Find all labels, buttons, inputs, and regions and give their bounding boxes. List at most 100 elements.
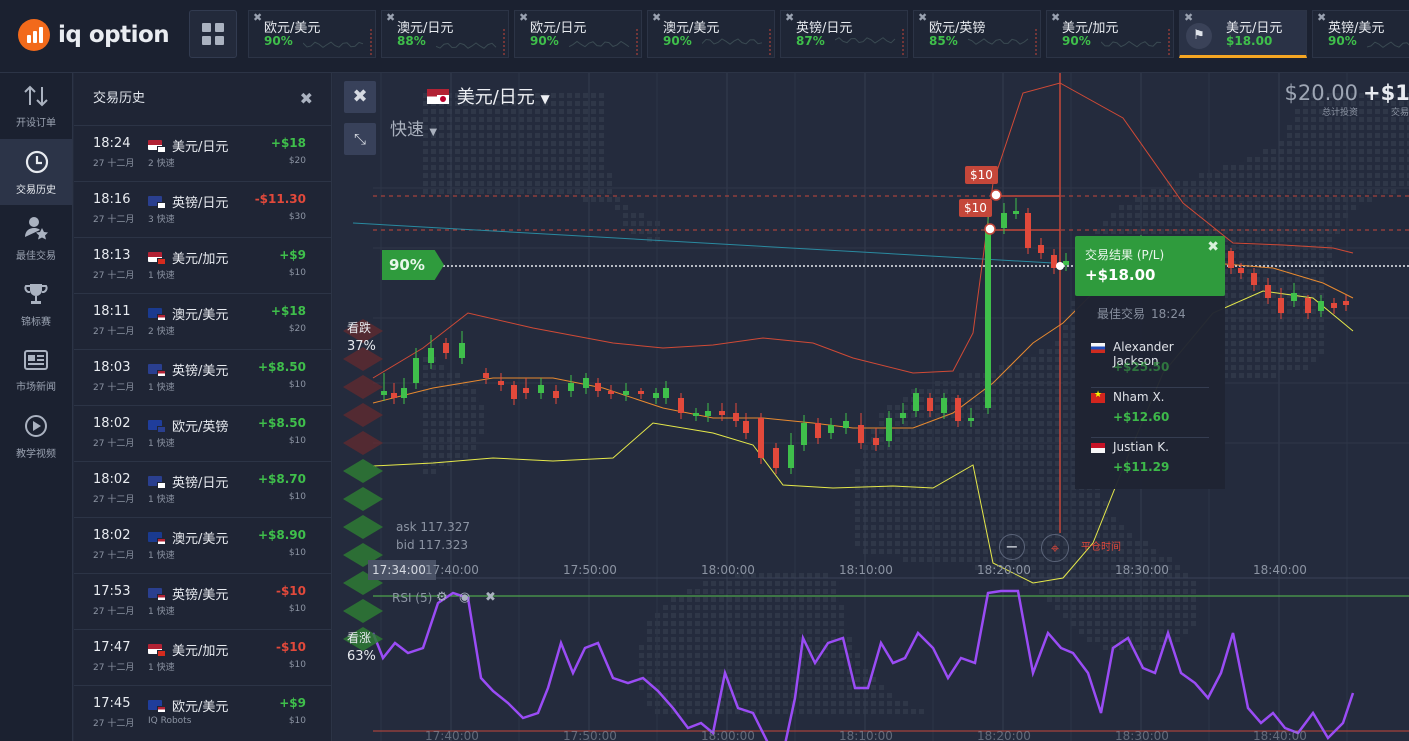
trader-name: Alexander Jackson xyxy=(1113,340,1174,368)
eye-icon[interactable]: ◉ xyxy=(459,590,471,605)
candle xyxy=(843,421,849,428)
close-icon[interactable]: ✖ xyxy=(785,11,795,24)
candle xyxy=(623,391,629,395)
nav-label: 锦标赛 xyxy=(21,316,51,328)
all-assets-grid-button[interactable] xyxy=(189,10,237,58)
asset-tab[interactable]: ✖ 欧元/日元 90% xyxy=(514,10,642,58)
asset-tab[interactable]: ✖ 欧元/美元 90% xyxy=(248,10,376,58)
close-icon[interactable]: ✖ xyxy=(918,11,928,24)
chevron-down-icon: ▼ xyxy=(540,92,550,106)
candle xyxy=(459,343,465,358)
trader-item[interactable]: Alexander Jackson +$25.50 xyxy=(1091,338,1209,388)
gear-icon[interactable]: ⚙ xyxy=(436,590,448,605)
candle xyxy=(733,413,739,421)
tab-asset-name: 欧元/日元 xyxy=(530,21,587,36)
asset-tab[interactable]: ✖ 澳元/日元 88% xyxy=(381,10,509,58)
asset-tab[interactable]: ✖ 英镑/日元 87% xyxy=(780,10,908,58)
close-icon[interactable]: ✖ xyxy=(485,590,496,605)
history-row[interactable]: 17:45 27 十二月 欧元/美元 IQ Robots +$9 $10 xyxy=(74,685,331,741)
zoom-out-button[interactable]: − xyxy=(999,534,1025,560)
candle xyxy=(1051,255,1057,268)
sparkline xyxy=(303,29,372,57)
trade-tag[interactable]: $10 xyxy=(959,199,992,217)
trade-amount: $10 xyxy=(288,548,306,558)
history-row[interactable]: 18:02 27 十二月 英镑/日元 1 快速 +$8.70 $10 xyxy=(74,461,331,517)
trade-asset: 美元/加元 xyxy=(172,252,229,267)
collapse-chart-button[interactable]: ⤡ xyxy=(344,123,376,155)
candle xyxy=(1305,298,1311,313)
up-label: 看涨 xyxy=(347,631,372,645)
candle xyxy=(653,393,659,398)
history-row[interactable]: 18:13 27 十二月 美元/加元 1 快速 +$9 $10 xyxy=(74,237,331,293)
asset-tab[interactable]: ✖ 欧元/英镑 85% xyxy=(913,10,1041,58)
asset-tab[interactable]: ✖ 澳元/美元 90% xyxy=(647,10,775,58)
price-chart[interactable] xyxy=(333,73,1409,741)
nav-label: 市场新闻 xyxy=(16,381,56,393)
candle xyxy=(1343,301,1349,305)
nav-best-trades[interactable]: 最佳交易 xyxy=(0,205,72,271)
chart-area[interactable]: ✖ ⤡ 美元/日元 ▼ 快速 ▼ $20.00 总计投资 +$1 交易 90% … xyxy=(333,73,1409,741)
candle xyxy=(1265,285,1271,298)
nav-tutorial-videos[interactable]: 教学视频 xyxy=(0,403,72,469)
asset-tab[interactable]: ✖ 美元/加元 90% xyxy=(1046,10,1174,58)
sentiment-marker xyxy=(343,515,383,539)
flag-icon xyxy=(427,89,449,104)
tab-asset-name: 欧元/英镑 xyxy=(929,21,986,36)
nav-market-news[interactable]: 市场新闻 xyxy=(0,337,72,403)
candle xyxy=(678,398,684,413)
close-icon[interactable]: ✖ xyxy=(519,11,529,24)
trade-amount: $10 xyxy=(288,492,306,502)
history-row[interactable]: 18:02 27 十二月 欧元/英镑 1 快速 +$8.50 $10 xyxy=(74,405,331,461)
close-icon[interactable]: ✖ xyxy=(1051,11,1061,24)
crosshair-button[interactable]: ⌖ xyxy=(1041,534,1069,562)
history-row[interactable]: 18:03 27 十二月 英镑/美元 1 快速 +$8.50 $10 xyxy=(74,349,331,405)
nav-open-orders[interactable]: 开设订单 xyxy=(0,73,72,139)
trade-date: 27 十二月 xyxy=(93,663,135,673)
asset-selector[interactable]: 美元/日元 ▼ xyxy=(427,83,550,109)
brand-name: iq option xyxy=(58,22,170,48)
history-row[interactable]: 17:47 27 十二月 美元/加元 1 快速 -$10 $10 xyxy=(74,629,331,685)
asset-tab[interactable]: ✖ ⚑ 美元/日元 $18.00 xyxy=(1179,10,1307,58)
close-icon: ✖ xyxy=(352,86,368,107)
candle xyxy=(523,388,529,393)
trade-type: 1 快速 xyxy=(148,271,175,281)
trade-profit: +$18 xyxy=(270,304,306,318)
time-tick: 18:20:00 xyxy=(977,563,1031,577)
nav-tournaments[interactable]: 锦标赛 xyxy=(0,271,72,337)
trader-item[interactable]: Justian K. +$11.29 xyxy=(1091,438,1209,488)
sentiment-marker xyxy=(343,403,383,427)
history-row[interactable]: 18:16 27 十二月 英镑/日元 3 快速 -$11.30 $30 xyxy=(74,181,331,237)
trader-item[interactable]: ★ Nham X. +$12.60 xyxy=(1091,388,1209,438)
candle xyxy=(498,381,504,385)
trade-amount: $10 xyxy=(288,380,306,390)
candle xyxy=(985,228,991,408)
logo[interactable]: iq option xyxy=(18,18,170,52)
trade-amount: $20 xyxy=(288,156,306,166)
close-chart-button[interactable]: ✖ xyxy=(344,81,376,113)
candle xyxy=(927,398,933,411)
close-icon[interactable]: ✖ xyxy=(1207,239,1219,255)
close-icon[interactable]: ✖ xyxy=(386,11,396,24)
time-tick: 18:00:00 xyxy=(701,563,755,577)
history-row[interactable]: 18:24 27 十二月 美元/日元 2 快速 +$18 $20 xyxy=(74,125,331,181)
close-icon[interactable]: ✖ xyxy=(652,11,662,24)
close-icon[interactable]: ✖ xyxy=(1184,11,1194,24)
history-row[interactable]: 17:53 27 十二月 英镑/美元 1 快速 -$10 $10 xyxy=(74,573,331,629)
time-tick: 18:00:00 xyxy=(701,729,755,741)
trade-tag[interactable]: $10 xyxy=(965,166,998,184)
upper-band xyxy=(372,82,1354,379)
flag-icon xyxy=(1091,343,1105,353)
panel-title: 交易历史 xyxy=(93,91,146,106)
nav-trade-history[interactable]: 交易历史 xyxy=(0,139,72,205)
trend-line xyxy=(352,222,1054,264)
close-icon[interactable]: ✖ xyxy=(299,89,313,108)
mode-selector[interactable]: 快速 ▼ xyxy=(390,115,437,140)
asset-tab[interactable]: ✖ 英镑/美元 90% xyxy=(1312,10,1409,58)
candle xyxy=(873,438,879,445)
history-row[interactable]: 18:11 27 十二月 澳元/美元 2 快速 +$18 $20 xyxy=(74,293,331,349)
return-value: +$1 xyxy=(1363,81,1409,105)
history-row[interactable]: 18:02 27 十二月 澳元/美元 1 快速 +$8.90 $10 xyxy=(74,517,331,573)
close-icon[interactable]: ✖ xyxy=(1317,11,1327,24)
close-icon[interactable]: ✖ xyxy=(253,11,263,24)
flag-icon xyxy=(148,140,166,153)
